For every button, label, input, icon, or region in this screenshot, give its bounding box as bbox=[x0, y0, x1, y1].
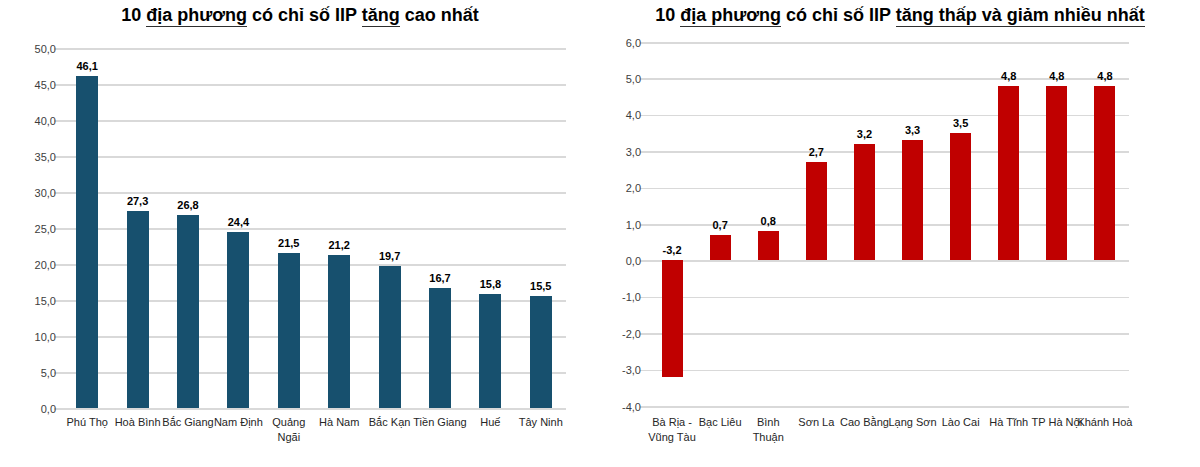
x-axis-category-label: Khánh Hoà bbox=[1077, 415, 1133, 430]
bar bbox=[758, 231, 779, 260]
category-label-line: Khánh Hoà bbox=[1077, 415, 1133, 430]
bar bbox=[278, 253, 300, 408]
gridline bbox=[54, 156, 566, 158]
chart-title: 10 địa phương có chỉ số IIP tăng thấp và… bbox=[600, 5, 1200, 26]
gridline bbox=[640, 370, 1129, 372]
bar-value-label: 24,4 bbox=[206, 216, 270, 229]
gridline bbox=[54, 408, 566, 410]
bar-value-label: 19,7 bbox=[358, 250, 422, 263]
bar-value-label: 26,8 bbox=[156, 199, 220, 212]
category-label-line: Tây Ninh bbox=[512, 415, 570, 430]
gridline bbox=[54, 84, 566, 86]
bar-value-label: -3,2 bbox=[640, 244, 704, 257]
y-axis-tick-label: 1,0 bbox=[597, 219, 641, 231]
bar-value-label: 15,5 bbox=[509, 280, 573, 293]
y-axis-tick-label: 2,0 bbox=[597, 182, 641, 194]
gridline bbox=[640, 260, 1129, 262]
iip-charts-panel: 10 địa phương có chỉ số IIP tăng cao nhấ… bbox=[0, 0, 1200, 467]
gridline bbox=[640, 42, 1129, 44]
y-axis-tick-label: 0,0 bbox=[597, 255, 641, 267]
chart-iip-lowest: 10 địa phương có chỉ số IIP tăng thấp và… bbox=[600, 0, 1200, 467]
y-axis-tick-label: 30,0 bbox=[12, 187, 56, 199]
bar bbox=[998, 86, 1019, 261]
y-axis-tick-label: -4,0 bbox=[597, 401, 641, 413]
bar-value-label: 2,7 bbox=[784, 146, 848, 159]
bar-value-label: 0,8 bbox=[736, 215, 800, 228]
y-axis-tick-label: 3,0 bbox=[597, 146, 641, 158]
gridline bbox=[54, 48, 566, 50]
bar bbox=[177, 215, 199, 408]
y-axis-tick-label: 45,0 bbox=[12, 79, 56, 91]
chart-title-text: tăng bbox=[362, 5, 400, 27]
chart-title-text: tăng thấp và giảm nhiều nhất bbox=[896, 5, 1145, 27]
chart-iip-highest: 10 địa phương có chỉ số IIP tăng cao nhấ… bbox=[0, 0, 600, 467]
chart-title: 10 địa phương có chỉ số IIP tăng cao nhấ… bbox=[0, 5, 600, 26]
y-axis-tick-label: 5,0 bbox=[12, 367, 56, 379]
bar bbox=[227, 232, 249, 408]
bar bbox=[127, 211, 149, 408]
y-axis-tick-label: -3,0 bbox=[597, 364, 641, 376]
bar bbox=[328, 255, 350, 408]
gridline bbox=[640, 406, 1129, 408]
y-axis-tick-label: 25,0 bbox=[12, 223, 56, 235]
y-axis-tick-label: 35,0 bbox=[12, 151, 56, 163]
y-axis-tick-label: 5,0 bbox=[597, 73, 641, 85]
chart-title-text: 10 bbox=[655, 5, 680, 25]
bar bbox=[950, 133, 971, 260]
y-axis-tick-label: 6,0 bbox=[597, 37, 641, 49]
chart-title-text: cao nhất bbox=[400, 5, 479, 25]
y-axis-tick-label: 10,0 bbox=[12, 331, 56, 343]
bar bbox=[806, 162, 827, 260]
y-axis-tick-label: 40,0 bbox=[12, 115, 56, 127]
y-axis-tick-label: -2,0 bbox=[597, 328, 641, 340]
chart-title-text: địa phương bbox=[680, 5, 781, 27]
category-label-line: Vũng Tàu bbox=[644, 430, 700, 445]
y-axis-tick-label: 0,0 bbox=[12, 403, 56, 415]
bar bbox=[1046, 86, 1067, 261]
bar bbox=[902, 140, 923, 260]
x-axis-category-label: Tây Ninh bbox=[512, 415, 570, 430]
y-axis-tick-label: 50,0 bbox=[12, 43, 56, 55]
gridline bbox=[54, 192, 566, 194]
bar-value-label: 46,1 bbox=[55, 60, 119, 73]
chart-title-text: có chỉ số IIP bbox=[247, 5, 362, 25]
bar bbox=[76, 76, 98, 408]
bar bbox=[429, 288, 451, 408]
bar bbox=[710, 235, 731, 260]
chart-title-text: địa phương bbox=[146, 5, 247, 27]
bar-value-label: 3,5 bbox=[929, 117, 993, 130]
bar-value-label: 4,8 bbox=[1073, 70, 1137, 83]
chart-title-text: có chỉ số IIP bbox=[781, 5, 896, 25]
y-axis-tick-label: 20,0 bbox=[12, 259, 56, 271]
chart-title-text: 10 bbox=[121, 5, 146, 25]
y-axis-tick-label: -1,0 bbox=[597, 291, 641, 303]
gridline bbox=[640, 297, 1129, 299]
gridline bbox=[54, 120, 566, 122]
y-axis-tick-label: 4,0 bbox=[597, 109, 641, 121]
gridline bbox=[640, 333, 1129, 335]
bar bbox=[1094, 86, 1115, 261]
bar bbox=[379, 266, 401, 408]
y-axis-tick-label: 15,0 bbox=[12, 295, 56, 307]
bar bbox=[479, 294, 501, 408]
bar bbox=[530, 296, 552, 408]
bar bbox=[854, 144, 875, 260]
bar bbox=[662, 260, 683, 376]
